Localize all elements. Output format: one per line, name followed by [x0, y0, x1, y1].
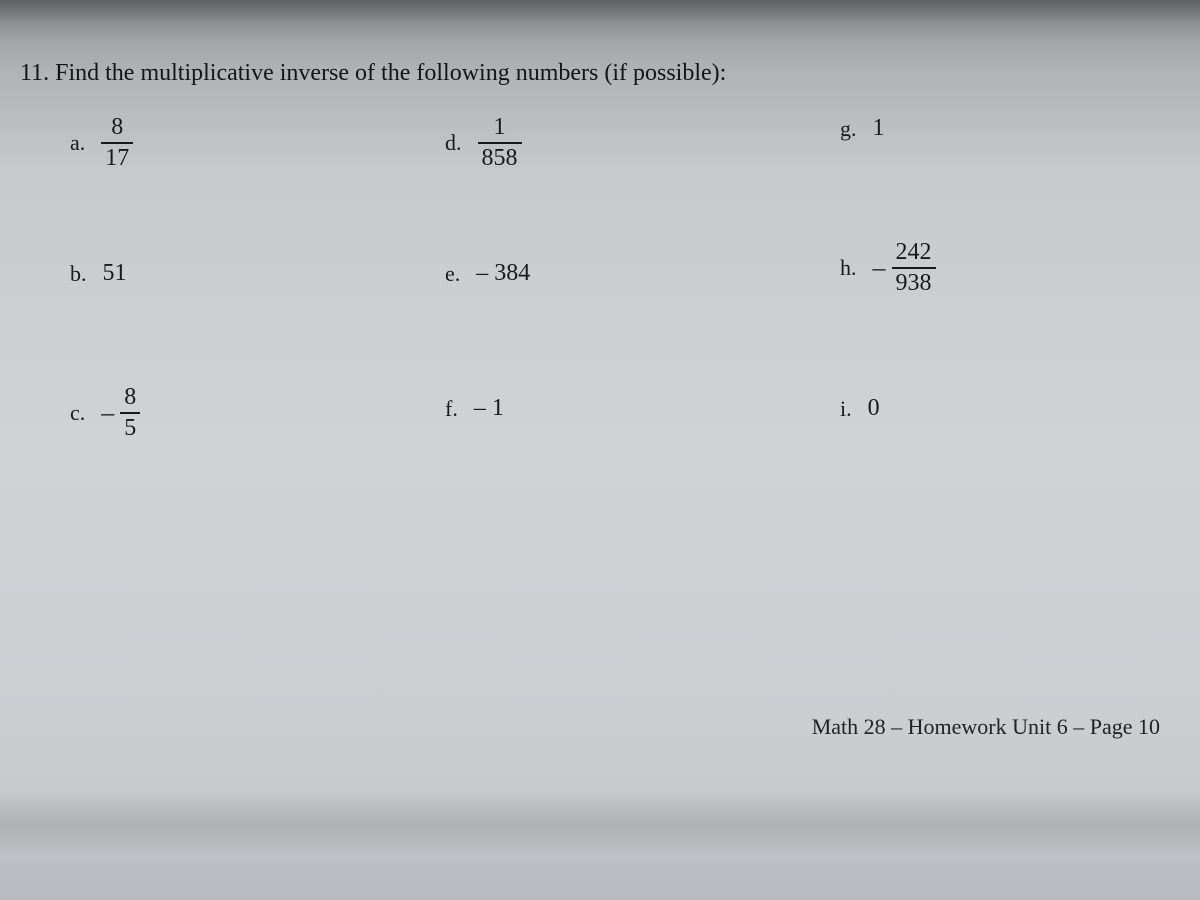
item-f: f. – 1 — [445, 395, 504, 422]
item-i-value: 0 — [868, 395, 880, 422]
item-c: c. – 8 5 — [70, 385, 140, 441]
item-b-label: b. — [70, 261, 87, 287]
item-h-label: h. — [840, 255, 857, 281]
item-h: h. – 242 938 — [840, 240, 936, 296]
item-a-den: 17 — [101, 146, 133, 171]
item-d-den: 858 — [478, 146, 522, 171]
page-top-shadow — [0, 0, 1200, 40]
item-d: d. 1 858 — [445, 115, 522, 171]
item-e-value: – 384 — [476, 260, 530, 287]
item-c-label: c. — [70, 400, 85, 426]
item-f-label: f. — [445, 396, 458, 422]
problem-grid: a. 8 17 d. 1 858 g. 1 b. 51 — [20, 115, 1180, 535]
minus-icon: – — [101, 398, 114, 428]
item-g-label: g. — [840, 116, 857, 142]
item-h-num: 242 — [892, 240, 936, 265]
fraction-bar-icon — [478, 142, 522, 144]
fraction-bar-icon — [101, 142, 133, 144]
item-a-label: a. — [70, 130, 85, 156]
item-h-fraction: 242 938 — [892, 240, 936, 296]
fraction-bar-icon — [120, 412, 140, 414]
item-d-label: d. — [445, 130, 462, 156]
item-c-num: 8 — [120, 385, 140, 410]
item-g: g. 1 — [840, 115, 885, 142]
item-d-num: 1 — [490, 115, 510, 140]
item-e: e. – 384 — [445, 260, 530, 287]
item-c-fraction: 8 5 — [120, 385, 140, 441]
item-f-value: – 1 — [474, 395, 504, 422]
page-footer: Math 28 – Homework Unit 6 – Page 10 — [812, 714, 1160, 740]
item-h-den: 938 — [892, 271, 936, 296]
page-bottom-shadow — [0, 790, 1200, 850]
item-e-label: e. — [445, 261, 460, 287]
fraction-bar-icon — [892, 267, 936, 269]
minus-icon: – — [873, 253, 886, 283]
item-i: i. 0 — [840, 395, 880, 422]
item-a: a. 8 17 — [70, 115, 133, 171]
item-c-den: 5 — [120, 416, 140, 441]
item-g-value: 1 — [873, 115, 885, 142]
question-text: 11. Find the multiplicative inverse of t… — [20, 60, 1180, 87]
item-i-label: i. — [840, 396, 852, 422]
item-b: b. 51 — [70, 260, 127, 287]
item-d-fraction: 1 858 — [478, 115, 522, 171]
item-a-fraction: 8 17 — [101, 115, 133, 171]
item-a-num: 8 — [107, 115, 127, 140]
item-b-value: 51 — [103, 260, 127, 287]
